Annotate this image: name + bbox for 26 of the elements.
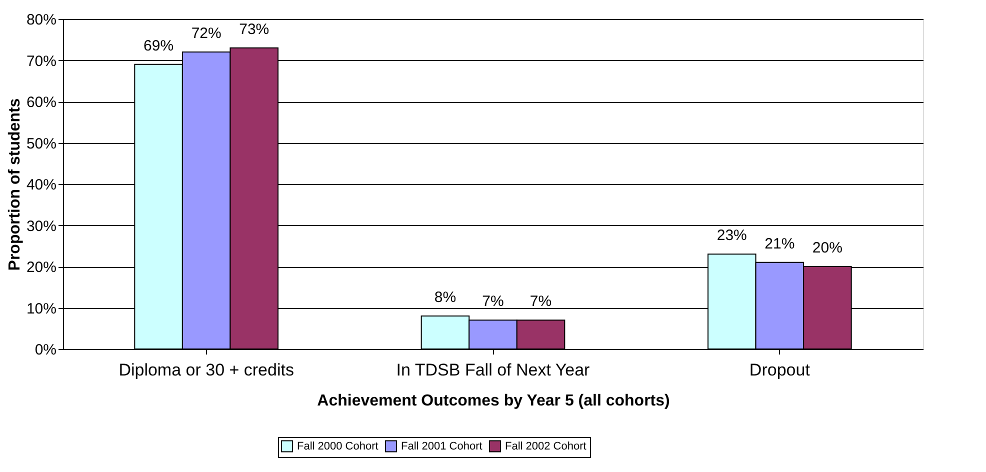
y-tick-label: 70%	[26, 52, 56, 70]
data-label: 23%	[716, 227, 747, 244]
legend-label: Fall 2002 Cohort	[505, 440, 586, 452]
y-tick-label: 30%	[26, 218, 56, 235]
y-tick-label: 40%	[26, 176, 56, 194]
y-tick-label: 50%	[26, 135, 56, 152]
x-tick-label: In TDSB Fall of Next Year	[396, 360, 590, 380]
x-tick-label: Diploma or 30 + credits	[118, 360, 294, 380]
data-label: 73%	[239, 20, 270, 38]
x-axis-title: Achievement Outcomes by Year 5 (all cohorts)	[317, 392, 670, 410]
data-label: 69%	[144, 37, 174, 54]
data-label: 7%	[482, 293, 504, 310]
y-tick-label: 60%	[26, 94, 56, 111]
legend-label: Fall 2001 Cohort	[401, 440, 482, 452]
y-tick-label: 80%	[26, 12, 56, 28]
data-label: 20%	[812, 240, 842, 256]
data-label: 8%	[434, 289, 456, 306]
data-label: 21%	[764, 235, 795, 252]
x-tick-label: Dropout	[749, 360, 810, 380]
data-label: 7%	[530, 293, 552, 310]
y-tick-label: 20%	[26, 259, 56, 276]
legend-label: Fall 2000 Cohort	[297, 440, 378, 452]
data-label: 72%	[191, 25, 222, 42]
y-tick-label: 0%	[34, 342, 56, 358]
y-axis-title: Proportion of students	[6, 98, 24, 271]
y-tick-label: 10%	[26, 300, 56, 318]
